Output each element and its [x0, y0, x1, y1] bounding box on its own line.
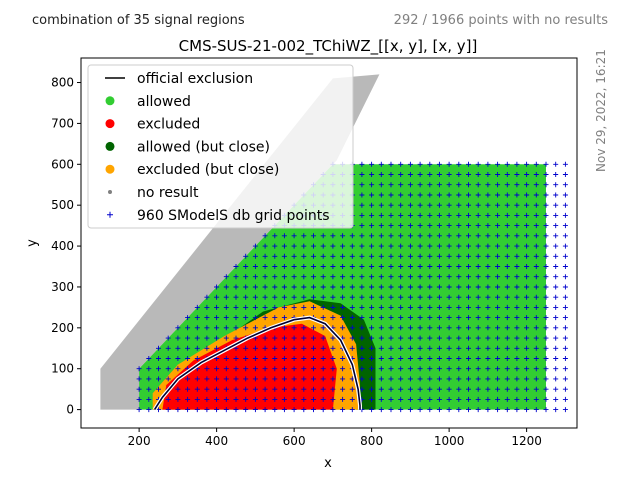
- exclusion-line-layer: [152, 315, 362, 411]
- y-tick-label: 100: [51, 362, 74, 376]
- legend-label: no result: [137, 185, 199, 201]
- legend-label: allowed: [137, 94, 191, 110]
- legend-items: official exclusion allowed excluded allowed…: [105, 71, 330, 224]
- legend-label: excluded: [137, 117, 200, 133]
- x-tick-label: 800: [360, 434, 383, 448]
- x-tick-label: 600: [283, 434, 306, 448]
- legend-dot-marker: [105, 141, 115, 151]
- excluded-region: [162, 323, 337, 410]
- x-axis-ticks: 200 400 600 800 1000 1200: [128, 428, 542, 448]
- legend-label: allowed (but close): [137, 139, 270, 155]
- x-tick-label: 1000: [434, 434, 465, 448]
- y-tick-label: 0: [66, 403, 74, 417]
- y-tick-label: 800: [51, 76, 74, 90]
- y-tick-label: 400: [51, 239, 74, 253]
- legend-small-dot-marker: [108, 190, 112, 194]
- legend-label: excluded (but close): [137, 162, 279, 178]
- grid-points-layer: [136, 161, 568, 413]
- legend-dot-marker: [105, 164, 115, 174]
- chart-title: CMS-SUS-21-002_TChiWZ_[[x, y], [x, y]]: [179, 37, 478, 56]
- y-axis-label: y: [25, 239, 40, 247]
- y-tick-label: 500: [51, 198, 74, 212]
- legend-label: 960 SModelS db grid points: [137, 208, 330, 224]
- legend-box: [87, 64, 354, 229]
- x-axis-label: x: [324, 456, 332, 471]
- x-tick-label: 200: [128, 434, 151, 448]
- legend-label: official exclusion: [137, 71, 253, 87]
- timestamp-note: Nov 29, 2022, 16:21: [594, 49, 608, 172]
- y-axis-ticks: 0 100 200 300 400 500 600 700 800: [51, 76, 81, 417]
- legend-dot-marker: [105, 119, 115, 129]
- x-tick-label: 1200: [511, 434, 542, 448]
- left-note: combination of 35 signal regions: [32, 13, 245, 28]
- y-tick-label: 200: [51, 321, 74, 335]
- y-tick-label: 700: [51, 116, 74, 130]
- legend-dot-marker: [105, 96, 115, 106]
- official-exclusion-line: [153, 316, 361, 411]
- legend-plus-marker: [107, 211, 113, 218]
- y-tick-label: 600: [51, 157, 74, 171]
- grid-points: [136, 161, 568, 413]
- x-tick-label: 400: [205, 434, 228, 448]
- y-tick-label: 300: [51, 280, 74, 294]
- plot-frame: [80, 57, 578, 429]
- right-note: 292 / 1966 points with no results: [394, 13, 609, 28]
- legend: official exclusion allowed excluded allowed…: [87, 64, 354, 229]
